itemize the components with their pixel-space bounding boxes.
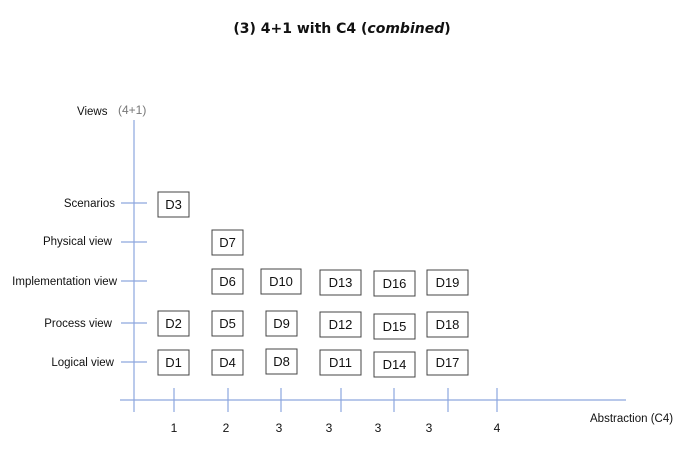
box-frame <box>373 313 416 340</box>
box-label: D1 <box>165 355 182 370</box>
diagram-box-d8[interactable]: D8 <box>265 348 298 375</box>
diagram-box-d3[interactable]: D3 <box>157 191 190 218</box>
title-suffix: ) <box>444 21 450 37</box>
diagram-boxes: D1 D2 D3 D4 D5 D6 D7 D8 <box>157 191 469 378</box>
diagram-box-d14[interactable]: D14 <box>373 351 416 378</box>
x-axis-label: Abstraction (C4) <box>590 413 673 425</box>
diagram-box-d19[interactable]: D19 <box>426 269 469 296</box>
box-frame <box>157 349 190 376</box>
x-tick-label: 3 <box>276 421 283 435</box>
box-label: D8 <box>273 354 290 369</box>
box-label: D15 <box>383 319 407 334</box>
diagram-box-d6[interactable]: D6 <box>211 268 244 295</box>
box-frame <box>426 269 469 296</box>
box-frame <box>265 348 298 375</box>
x-tick-label: 3 <box>426 421 433 435</box>
box-label: D5 <box>219 316 236 331</box>
y-tick-label-implementation: Implementation view <box>12 276 118 288</box>
y-axis-sublabel: (4+1) <box>118 103 146 117</box>
x-tick-label: 4 <box>494 421 501 435</box>
y-axis-label: Views <box>77 106 108 118</box>
box-label: D14 <box>383 357 407 372</box>
box-frame <box>211 310 244 337</box>
diagram-box-d13[interactable]: D13 <box>319 269 362 296</box>
box-label: D16 <box>383 276 407 291</box>
box-label: D7 <box>219 235 236 250</box>
diagram-box-d2[interactable]: D2 <box>157 310 190 337</box>
box-frame <box>319 311 362 338</box>
y-tick-label-logical: Logical view <box>51 357 114 369</box>
box-frame <box>211 349 244 376</box>
diagram-box-d17[interactable]: D17 <box>426 349 469 376</box>
box-label: D19 <box>436 275 460 290</box>
x-axis-ticks: 1 2 3 3 3 3 4 <box>171 388 501 435</box>
x-tick-label: 2 <box>223 421 230 435</box>
diagram-box-d1[interactable]: D1 <box>157 349 190 376</box>
box-label: D2 <box>165 316 182 331</box>
box-label: D9 <box>273 316 290 331</box>
diagram-box-d11[interactable]: D11 <box>319 349 362 376</box>
box-label: D18 <box>436 317 460 332</box>
diagram-box-d5[interactable]: D5 <box>211 310 244 337</box>
box-frame <box>426 349 469 376</box>
box-label: D10 <box>269 274 293 289</box>
title-emphasis: combined <box>367 21 445 37</box>
diagram-title: (3) 4+1 with C4 (combined) <box>233 21 450 37</box>
box-frame <box>157 310 190 337</box>
x-tick-label: 3 <box>326 421 333 435</box>
box-label: D3 <box>165 197 182 212</box>
diagram-box-d12[interactable]: D12 <box>319 311 362 338</box>
diagram-box-d7[interactable]: D7 <box>211 229 244 256</box>
title-prefix: (3) 4+1 with C4 ( <box>233 21 367 37</box>
y-tick-label-scenarios: Scenarios <box>64 198 115 210</box>
y-tick-label-process: Process view <box>44 318 112 330</box>
box-label: D11 <box>329 355 352 370</box>
box-frame <box>260 268 302 295</box>
y-tick-label-physical: Physical view <box>43 236 113 248</box>
box-label: D13 <box>329 275 353 290</box>
box-label: D12 <box>329 317 353 332</box>
box-label: D4 <box>219 355 236 370</box>
box-label: D17 <box>436 355 460 370</box>
y-axis-ticks: Logical view Process view Implementation… <box>12 198 147 369</box>
diagram-box-d10[interactable]: D10 <box>260 268 302 295</box>
box-frame <box>319 269 362 296</box>
box-frame <box>265 310 298 337</box>
box-frame <box>373 270 416 297</box>
diagram-box-d4[interactable]: D4 <box>211 349 244 376</box>
box-frame <box>319 349 362 376</box>
diagram-box-d16[interactable]: D16 <box>373 270 416 297</box>
diagram-box-d18[interactable]: D18 <box>426 311 469 338</box>
x-tick-label: 3 <box>375 421 382 435</box>
box-label: D6 <box>219 274 236 289</box>
x-tick-label: 1 <box>171 421 178 435</box>
box-frame <box>211 229 244 256</box>
box-frame <box>373 351 416 378</box>
box-frame <box>157 191 190 218</box>
diagram-box-d9[interactable]: D9 <box>265 310 298 337</box>
diagram-box-d15[interactable]: D15 <box>373 313 416 340</box>
box-frame <box>211 268 244 295</box>
box-frame <box>426 311 469 338</box>
